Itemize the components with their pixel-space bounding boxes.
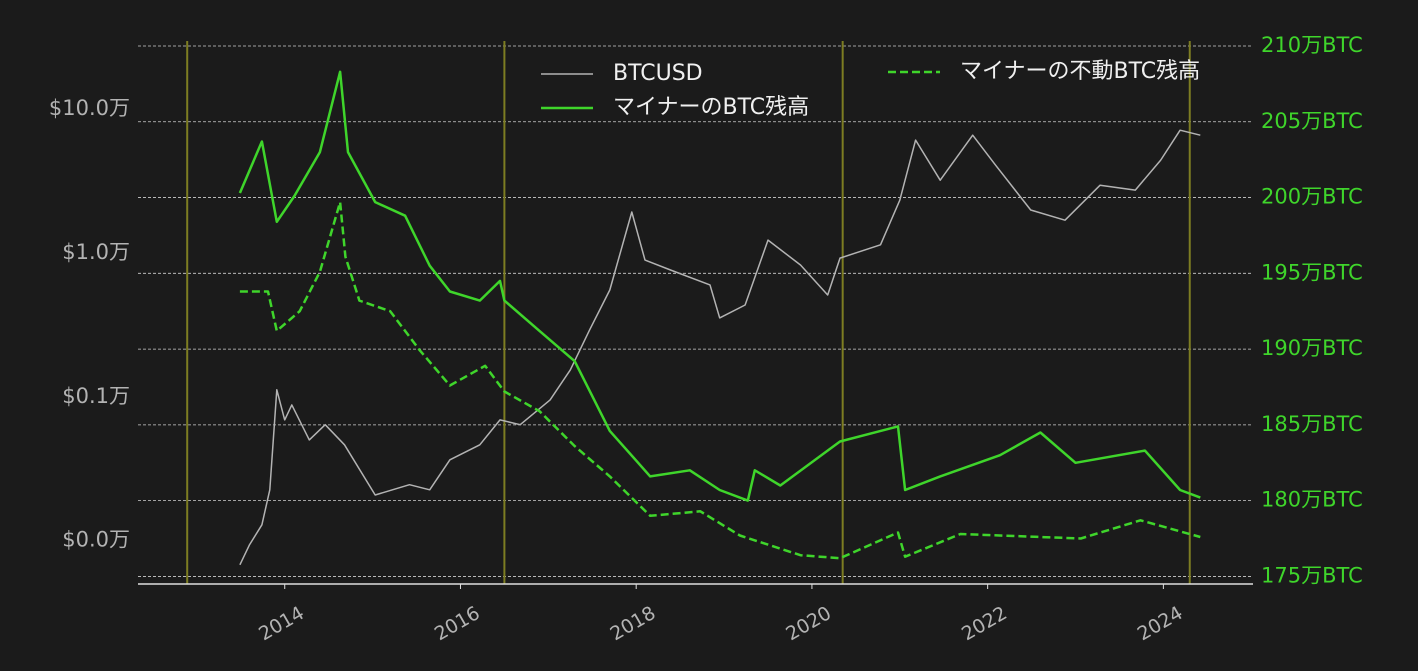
legend-label: マイナーの不動BTC残高 xyxy=(960,59,1200,84)
y2-tick-label: 210万BTC xyxy=(1261,33,1363,57)
x-tick-label: 2018 xyxy=(607,602,660,645)
y-tick-label: $0.1万 xyxy=(62,384,130,408)
y-tick-label: $10.0万 xyxy=(49,96,130,120)
legend-label: BTCUSD xyxy=(613,61,703,86)
y2-tick-label: 185万BTC xyxy=(1261,412,1363,436)
x-tick-label: 2024 xyxy=(1134,602,1187,645)
x-tick-label: 2020 xyxy=(782,602,835,645)
y2-tick-label: 175万BTC xyxy=(1261,563,1363,587)
y-tick-label: $1.0万 xyxy=(62,240,130,264)
x-tick-label: 2016 xyxy=(431,602,484,645)
legend-label: マイナーのBTC残高 xyxy=(613,95,809,120)
y2-tick-label: 190万BTC xyxy=(1261,336,1363,360)
series-line xyxy=(238,70,1201,502)
y2-tick-label: 180万BTC xyxy=(1261,488,1363,512)
y2-tick-label: 200万BTC xyxy=(1261,185,1363,209)
y2-tick-label: 205万BTC xyxy=(1261,109,1363,133)
series-line xyxy=(239,200,1201,560)
x-tick-label: 2022 xyxy=(958,602,1011,645)
y-tick-label: $0.0万 xyxy=(62,528,130,552)
x-tick-label: 2014 xyxy=(255,602,308,645)
y2-tick-label: 195万BTC xyxy=(1261,260,1363,284)
series-line xyxy=(239,129,1201,566)
